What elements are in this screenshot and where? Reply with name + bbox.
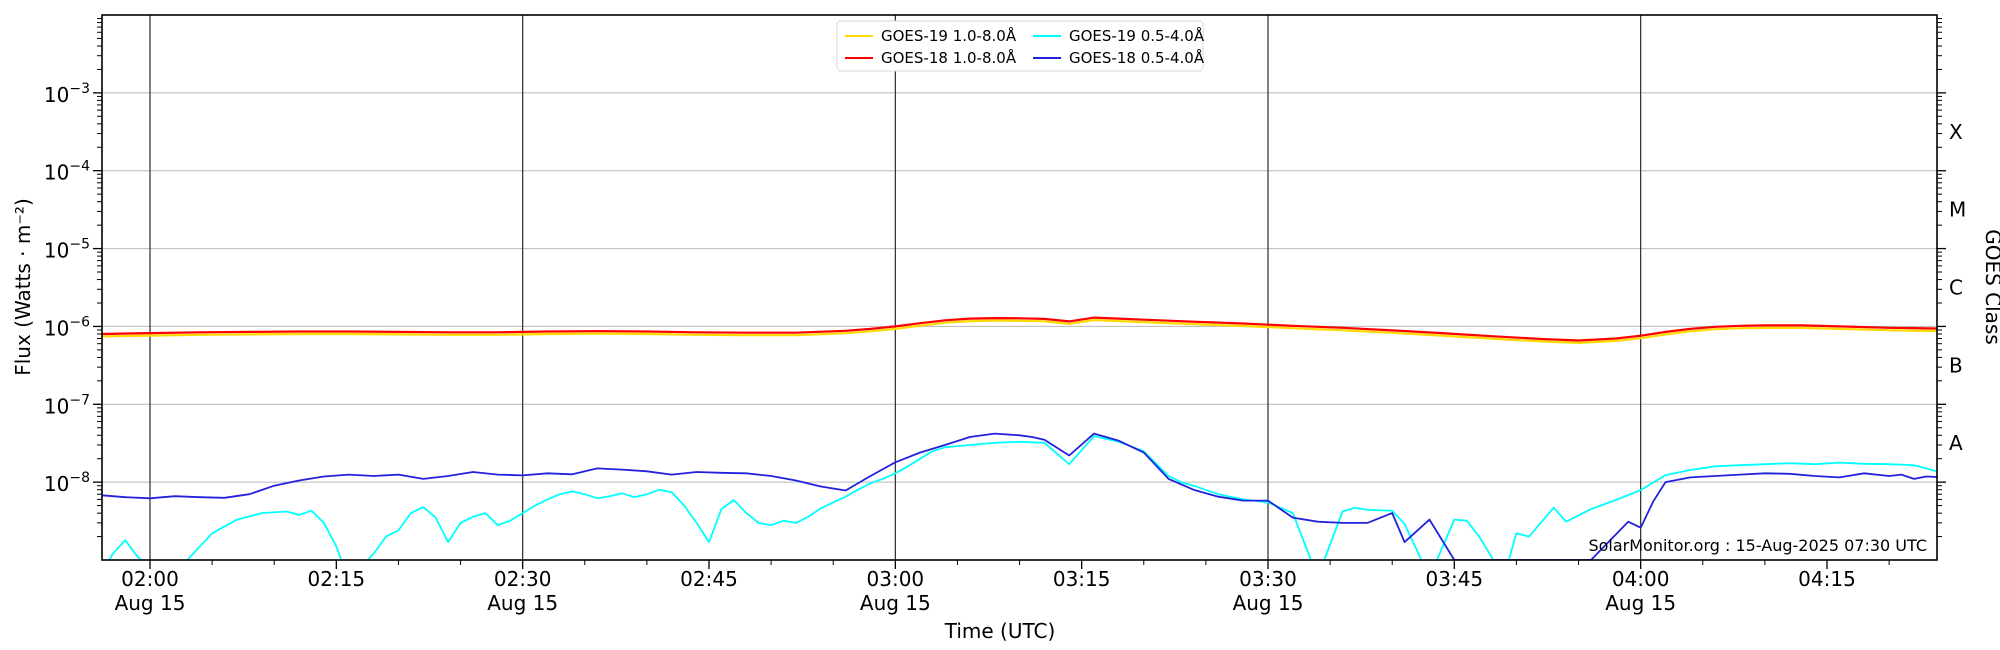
y-tick-label: 10−5 bbox=[44, 237, 90, 263]
legend-label-0: GOES-19 1.0-8.0Å bbox=[881, 26, 1017, 45]
y-axis-title: Flux (Watts · m⁻²) bbox=[11, 198, 35, 376]
y-tick-label: 10−8 bbox=[44, 470, 90, 496]
y-axis-left-ticks: 10−3 10−4 10−5 10−6 10−7 10−8 bbox=[44, 18, 102, 538]
x-tick-label: 03:45 bbox=[1426, 567, 1484, 591]
legend-label-1: GOES-18 1.0-8.0Å bbox=[881, 48, 1017, 67]
y-tick-label: 10−4 bbox=[44, 159, 90, 185]
legend-label-2: GOES-19 0.5-4.0Å bbox=[1069, 26, 1205, 45]
watermark: SolarMonitor.org : 15-Aug-2025 07:30 UTC bbox=[1588, 536, 1927, 555]
y-axis-right-ticks bbox=[1937, 18, 1946, 538]
x-tick-date: Aug 15 bbox=[1233, 591, 1304, 615]
series-line-2 bbox=[108, 435, 1937, 560]
y-tick-label: 10−7 bbox=[44, 392, 90, 418]
series-line-1 bbox=[102, 316, 1937, 342]
legend-label-3: GOES-18 0.5-4.0Å bbox=[1069, 48, 1205, 67]
x-tick-label: 04:00 bbox=[1612, 567, 1670, 591]
x-tick-date: Aug 15 bbox=[487, 591, 558, 615]
goes-class-labels: X M C B A bbox=[1949, 120, 1966, 455]
y-tick-label: 10−6 bbox=[44, 314, 90, 340]
goes-class-label-M: M bbox=[1949, 198, 1966, 222]
x-tick-date: Aug 15 bbox=[1605, 591, 1676, 615]
series-lines bbox=[102, 316, 1937, 560]
legend-box bbox=[836, 20, 1204, 72]
x-tick-label: 04:15 bbox=[1798, 567, 1856, 591]
x-tick-label: 02:45 bbox=[680, 567, 738, 591]
horizontal-gridlines bbox=[102, 92, 1937, 483]
y-axis-right-title: GOES Class bbox=[1981, 229, 2000, 345]
goes-class-label-C: C bbox=[1949, 276, 1963, 300]
x-tick-label: 03:00 bbox=[867, 567, 925, 591]
x-tick-label: 02:30 bbox=[494, 567, 552, 591]
x-tick-date: Aug 15 bbox=[860, 591, 931, 615]
x-tick-date: Aug 15 bbox=[115, 591, 186, 615]
x-tick-label: 03:15 bbox=[1053, 567, 1111, 591]
goes-class-label-B: B bbox=[1949, 353, 1963, 377]
vertical-gridlines bbox=[149, 15, 1642, 560]
series-line-0 bbox=[102, 318, 1937, 344]
x-axis-title: Time (UTC) bbox=[944, 619, 1056, 643]
x-tick-label: 02:15 bbox=[308, 567, 366, 591]
goes-class-label-A: A bbox=[1949, 431, 1963, 455]
legend: GOES-19 1.0-8.0Å GOES-18 1.0-8.0Å GOES-19 … bbox=[836, 20, 1205, 72]
series-line-3 bbox=[102, 432, 1937, 560]
y-tick-label: 10−3 bbox=[44, 81, 90, 107]
x-tick-label: 02:00 bbox=[121, 567, 179, 591]
x-tick-label: 03:30 bbox=[1239, 567, 1297, 591]
goes-class-label-X: X bbox=[1949, 120, 1963, 144]
